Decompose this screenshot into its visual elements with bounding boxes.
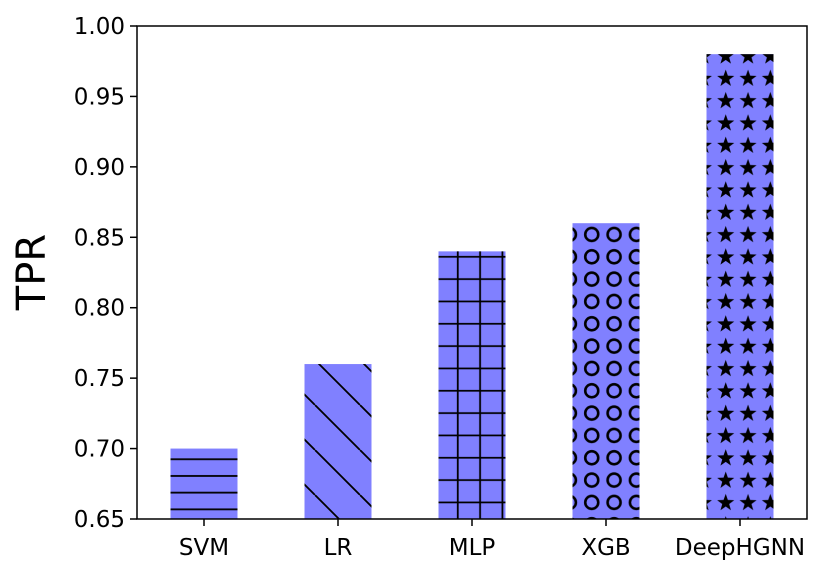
y-tick-label: 0.75 bbox=[74, 366, 125, 392]
x-tick-labels: SVM LR MLP XGB DeepHGNN bbox=[179, 519, 805, 561]
plot-frame bbox=[136, 25, 808, 520]
y-axis-label: TPR bbox=[9, 234, 55, 311]
bar-svm bbox=[170, 448, 238, 519]
y-tick-label: 0.90 bbox=[74, 155, 125, 181]
bar-lr bbox=[304, 364, 372, 519]
x-tick-label: MLP bbox=[449, 535, 496, 561]
y-tick-label: 0.70 bbox=[74, 437, 125, 463]
bar-hatch bbox=[706, 54, 774, 520]
y-tick-label: 0.80 bbox=[74, 296, 125, 322]
y-tick-label: 0.85 bbox=[74, 225, 125, 251]
bar-deephgnn bbox=[706, 54, 774, 520]
y-tick-label: 0.95 bbox=[74, 84, 125, 110]
y-tick-label: 1.00 bbox=[74, 14, 125, 40]
bar-hatch bbox=[170, 448, 238, 519]
bar-mlp bbox=[438, 251, 506, 519]
x-tick-label: XGB bbox=[581, 535, 630, 561]
bar-hatch bbox=[304, 364, 372, 519]
bar-hatch bbox=[438, 251, 506, 519]
x-tick-label: SVM bbox=[179, 535, 229, 561]
y-tick-label: 0.65 bbox=[74, 507, 125, 533]
bar-xgb bbox=[572, 223, 640, 519]
bar-hatch bbox=[572, 223, 640, 519]
x-tick-label: LR bbox=[324, 535, 353, 561]
y-ticks: 0.65 0.70 0.75 0.80 0.85 0.90 0.95 1.00 bbox=[74, 14, 137, 533]
bars bbox=[170, 54, 774, 520]
x-tick-label: DeepHGNN bbox=[675, 535, 805, 561]
